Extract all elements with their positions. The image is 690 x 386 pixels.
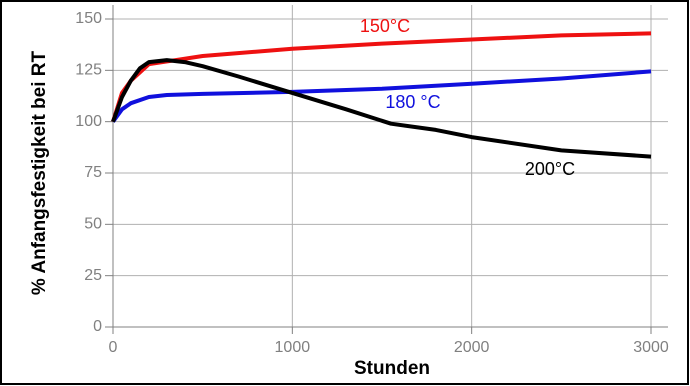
y-tick-label: 75: [84, 164, 102, 181]
y-tick-label: 125: [75, 62, 102, 79]
y-tick-label: 50: [84, 216, 102, 233]
series-label: 200°C: [525, 159, 575, 179]
y-tick-label: 150: [75, 10, 102, 27]
x-tick-label: 1000: [275, 339, 311, 356]
series-line: [111, 58, 652, 159]
y-axis-label: % Anfangsfestigkeit bei RT: [29, 50, 50, 295]
x-axis-label: Stunden: [354, 358, 430, 379]
y-tick-label: 25: [84, 267, 102, 284]
series-line: [111, 69, 652, 123]
series-label: 150°C: [360, 16, 410, 36]
series-label: 180 °C: [385, 92, 440, 112]
y-tick-label: 100: [75, 113, 102, 130]
x-tick-label: 0: [109, 339, 118, 356]
x-tick-label: 2000: [454, 339, 490, 356]
y-tick-label: 0: [93, 318, 102, 335]
x-tick-label: 3000: [633, 339, 669, 356]
